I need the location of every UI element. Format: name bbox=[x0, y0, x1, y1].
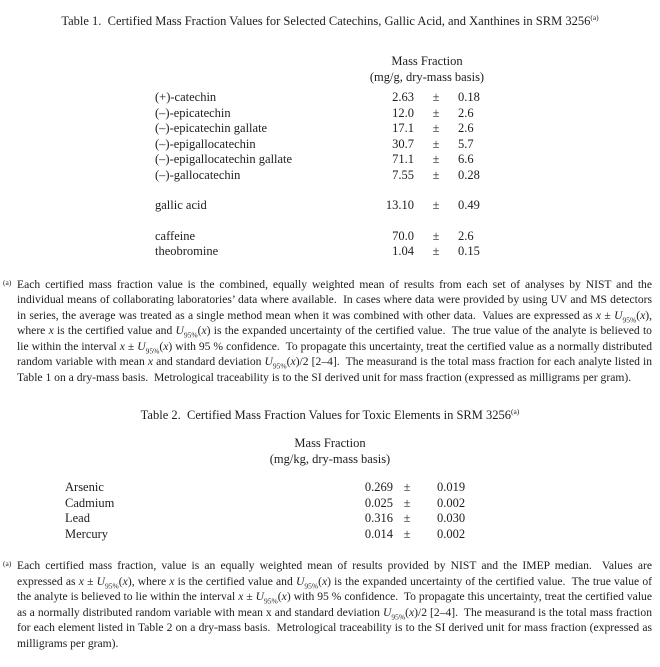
plus-minus-sign: ± bbox=[432, 198, 440, 212]
plus-minus-sign: ± bbox=[432, 244, 440, 258]
table2-unit-header: Mass Fraction (mg/kg, dry-mass basis) bbox=[210, 436, 450, 467]
mass-fraction-value: 0.269 bbox=[364, 480, 393, 494]
plus-minus-sign: ± bbox=[403, 480, 411, 494]
analyte-name: Cadmium bbox=[65, 495, 115, 510]
uncertainty-value: 2.6 bbox=[458, 121, 474, 135]
mass-fraction-value: 1.04 bbox=[392, 244, 414, 258]
row-group: gallic acid 13.10 ±0.49 bbox=[0, 198, 660, 214]
table-row: gallic acid 13.10 ±0.49 bbox=[0, 198, 660, 214]
uncertainty-value: 0.002 bbox=[437, 526, 466, 541]
analyte-name: (–)-epigallocatechin gallate bbox=[155, 152, 293, 166]
table-row: (–)-epicatechin 12.0 ±2.6 bbox=[0, 106, 660, 122]
analyte-name: (–)-gallocatechin bbox=[155, 167, 241, 182]
plus-minus-sign: ± bbox=[432, 152, 440, 166]
table2-footnote: (a) Each certified mass fraction, value … bbox=[0, 558, 652, 651]
mass-fraction-value: 2.63 bbox=[392, 90, 414, 104]
plus-minus-sign: ± bbox=[432, 228, 440, 243]
indent-spacer bbox=[0, 137, 155, 153]
mass-fraction-value: 0.025 bbox=[364, 495, 393, 510]
mass-fraction-value: 12.0 bbox=[392, 105, 414, 120]
footnote-marker: (a) bbox=[3, 277, 12, 287]
analyte-name: gallic acid bbox=[155, 198, 207, 212]
footnote-text: Each certified mass fraction, value is a… bbox=[17, 559, 652, 650]
footnote-text: Each certified mass fraction value is th… bbox=[17, 277, 652, 384]
indent-spacer bbox=[0, 511, 65, 527]
mass-fraction-header: Mass Fraction bbox=[294, 436, 366, 450]
indent-spacer bbox=[0, 168, 155, 184]
table-row: (–)-epigallocatechin gallate 71.1 ±6.6 bbox=[0, 152, 660, 168]
mass-fraction-value: 7.55 bbox=[392, 167, 414, 182]
mass-fraction-value: 13.10 bbox=[385, 198, 414, 212]
indent-spacer bbox=[0, 198, 155, 214]
analyte-name: (–)-epicatechin bbox=[155, 105, 231, 120]
plus-minus-sign: ± bbox=[432, 167, 440, 182]
table-row: (+)-catechin 2.63 ±0.18 bbox=[0, 90, 660, 106]
indent-spacer bbox=[0, 480, 65, 496]
uncertainty-value: 0.030 bbox=[437, 511, 466, 525]
row-group: Arsenic 0.269 ±0.019 Cadmium 0.025 ±0.002 Lead… bbox=[0, 480, 660, 542]
table-row: Arsenic 0.269 ±0.019 bbox=[0, 480, 660, 496]
unit-basis-line: (mg/kg, dry-mass basis) bbox=[269, 451, 391, 466]
row-group: caffeine 70.0 ±2.6 theobromine 1.04 ±0.15 bbox=[0, 229, 660, 260]
plus-minus-sign: ± bbox=[432, 105, 440, 120]
mass-fraction-value: 70.0 bbox=[392, 228, 414, 243]
indent-spacer bbox=[0, 496, 65, 512]
indent-spacer bbox=[0, 244, 155, 260]
table-row: caffeine 70.0 ±2.6 bbox=[0, 229, 660, 245]
indent-spacer bbox=[0, 229, 155, 245]
uncertainty-value: 2.6 bbox=[458, 105, 474, 120]
analyte-name: (+)-catechin bbox=[155, 90, 217, 104]
plus-minus-sign: ± bbox=[432, 121, 440, 135]
mass-fraction-value: 30.7 bbox=[392, 136, 414, 151]
table-row: Mercury 0.014 ±0.002 bbox=[0, 527, 660, 543]
table-row: (–)-gallocatechin 7.55 ±0.28 bbox=[0, 168, 660, 184]
indent-spacer bbox=[0, 106, 155, 122]
table-row: Lead 0.316 ±0.030 bbox=[0, 511, 660, 527]
indent-spacer bbox=[0, 152, 155, 168]
mass-fraction-value: 17.1 bbox=[392, 121, 414, 135]
unit-basis-line: (mg/g, dry-mass basis) bbox=[369, 69, 485, 84]
uncertainty-value: 0.019 bbox=[437, 480, 466, 494]
uncertainty-value: 0.002 bbox=[437, 495, 466, 510]
mass-fraction-header: Mass Fraction bbox=[391, 54, 463, 68]
table-row: Cadmium 0.025 ±0.002 bbox=[0, 496, 660, 512]
mass-fraction-value: 0.014 bbox=[364, 526, 393, 541]
plus-minus-sign: ± bbox=[403, 526, 411, 541]
table-row: (–)-epigallocatechin 30.7 ±5.7 bbox=[0, 137, 660, 153]
uncertainty-value: 5.7 bbox=[458, 136, 474, 151]
analyte-name: (–)-epicatechin gallate bbox=[155, 121, 268, 135]
plus-minus-sign: ± bbox=[403, 495, 411, 510]
row-group: (+)-catechin 2.63 ±0.18 (–)-epicatechin 12.0… bbox=[0, 90, 660, 183]
indent-spacer bbox=[0, 527, 65, 543]
uncertainty-value: 0.15 bbox=[458, 244, 480, 258]
table-row: (–)-epicatechin gallate 17.1 ±2.6 bbox=[0, 121, 660, 137]
analyte-name: caffeine bbox=[155, 228, 196, 243]
uncertainty-value: 6.6 bbox=[458, 152, 474, 166]
table1-unit-header: Mass Fraction (mg/g, dry-mass basis) bbox=[307, 54, 547, 85]
uncertainty-value: 0.28 bbox=[458, 167, 480, 182]
analyte-name: theobromine bbox=[155, 244, 219, 258]
analyte-name: Arsenic bbox=[65, 480, 104, 494]
table2-title: Table 2. Certified Mass Fraction Values … bbox=[140, 406, 520, 422]
uncertainty-value: 2.6 bbox=[458, 228, 474, 243]
footnote-marker: (a) bbox=[3, 559, 12, 568]
uncertainty-value: 0.18 bbox=[458, 90, 480, 104]
table-row: theobromine 1.04 ±0.15 bbox=[0, 244, 660, 260]
analyte-name: (–)-epigallocatechin bbox=[155, 136, 256, 151]
uncertainty-value: 0.49 bbox=[458, 198, 480, 212]
table1-title: Table 1. Certified Mass Fraction Values … bbox=[61, 12, 599, 28]
analyte-name: Lead bbox=[65, 511, 90, 525]
table1-footnote: (a) Each certified mass fraction value i… bbox=[0, 277, 652, 386]
table1-body: (+)-catechin 2.63 ±0.18 (–)-epicatechin 12.0… bbox=[0, 90, 660, 260]
table2-body: Arsenic 0.269 ±0.019 Cadmium 0.025 ±0.002 Lead… bbox=[0, 480, 660, 542]
plus-minus-sign: ± bbox=[432, 90, 440, 104]
plus-minus-sign: ± bbox=[403, 511, 411, 525]
plus-minus-sign: ± bbox=[432, 136, 440, 151]
mass-fraction-value: 0.316 bbox=[364, 511, 393, 525]
indent-spacer bbox=[0, 90, 155, 106]
mass-fraction-value: 71.1 bbox=[392, 152, 414, 166]
indent-spacer bbox=[0, 121, 155, 137]
analyte-name: Mercury bbox=[65, 526, 109, 541]
